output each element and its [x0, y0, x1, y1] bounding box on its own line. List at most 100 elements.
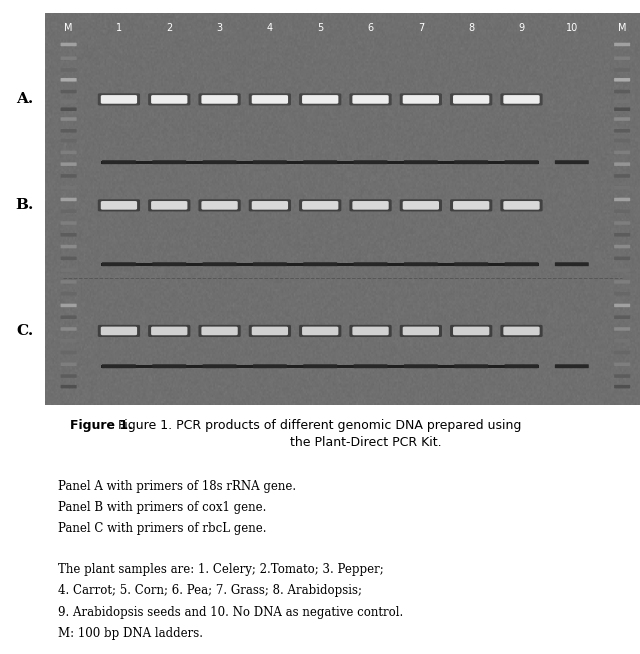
FancyBboxPatch shape — [249, 325, 291, 337]
Text: M: M — [65, 23, 73, 33]
FancyBboxPatch shape — [61, 292, 77, 296]
FancyBboxPatch shape — [302, 95, 339, 104]
Text: Panel C with primers of rbcL gene.: Panel C with primers of rbcL gene. — [58, 523, 266, 535]
FancyBboxPatch shape — [614, 99, 630, 103]
Text: 1: 1 — [116, 23, 122, 33]
Bar — [101, 161, 540, 164]
FancyBboxPatch shape — [100, 95, 137, 104]
FancyBboxPatch shape — [253, 262, 287, 266]
FancyBboxPatch shape — [61, 256, 77, 260]
FancyBboxPatch shape — [614, 117, 630, 121]
FancyBboxPatch shape — [614, 174, 630, 178]
FancyBboxPatch shape — [61, 268, 77, 272]
FancyBboxPatch shape — [453, 201, 490, 210]
FancyBboxPatch shape — [302, 326, 339, 336]
FancyBboxPatch shape — [61, 99, 77, 103]
FancyBboxPatch shape — [61, 303, 77, 307]
FancyBboxPatch shape — [61, 129, 77, 133]
FancyBboxPatch shape — [252, 326, 288, 336]
FancyBboxPatch shape — [61, 339, 77, 343]
FancyBboxPatch shape — [151, 326, 188, 336]
FancyBboxPatch shape — [503, 95, 540, 104]
FancyBboxPatch shape — [450, 94, 492, 105]
FancyBboxPatch shape — [61, 43, 77, 46]
FancyBboxPatch shape — [100, 201, 137, 210]
FancyBboxPatch shape — [400, 94, 442, 105]
Text: 7: 7 — [418, 23, 424, 33]
FancyBboxPatch shape — [198, 94, 241, 105]
FancyBboxPatch shape — [61, 68, 77, 72]
FancyBboxPatch shape — [450, 199, 492, 211]
FancyBboxPatch shape — [403, 201, 439, 210]
FancyBboxPatch shape — [454, 364, 488, 368]
Text: 5: 5 — [317, 23, 323, 33]
FancyBboxPatch shape — [299, 94, 341, 105]
FancyBboxPatch shape — [61, 315, 77, 319]
FancyBboxPatch shape — [102, 364, 136, 368]
FancyBboxPatch shape — [61, 245, 77, 249]
FancyBboxPatch shape — [404, 262, 438, 266]
FancyBboxPatch shape — [253, 364, 287, 368]
FancyBboxPatch shape — [614, 315, 630, 319]
FancyBboxPatch shape — [61, 209, 77, 213]
FancyBboxPatch shape — [614, 327, 630, 331]
FancyBboxPatch shape — [504, 262, 538, 266]
Text: Figure 1.: Figure 1. — [70, 419, 132, 432]
FancyBboxPatch shape — [353, 326, 388, 336]
FancyBboxPatch shape — [61, 198, 77, 201]
FancyBboxPatch shape — [353, 364, 387, 368]
FancyBboxPatch shape — [614, 78, 630, 82]
FancyBboxPatch shape — [61, 233, 77, 237]
Text: 3: 3 — [216, 23, 223, 33]
FancyBboxPatch shape — [614, 162, 630, 166]
FancyBboxPatch shape — [500, 325, 543, 337]
FancyBboxPatch shape — [500, 94, 543, 105]
FancyBboxPatch shape — [148, 199, 190, 211]
FancyBboxPatch shape — [98, 94, 140, 105]
Text: A.: A. — [16, 92, 33, 107]
FancyBboxPatch shape — [249, 94, 291, 105]
FancyBboxPatch shape — [404, 160, 438, 164]
FancyBboxPatch shape — [614, 292, 630, 296]
FancyBboxPatch shape — [61, 327, 77, 331]
FancyBboxPatch shape — [61, 117, 77, 121]
FancyBboxPatch shape — [303, 364, 337, 368]
FancyBboxPatch shape — [614, 68, 630, 72]
Text: 9. Arabidopsis seeds and 10. No DNA as negative control.: 9. Arabidopsis seeds and 10. No DNA as n… — [58, 606, 403, 619]
FancyBboxPatch shape — [500, 199, 543, 211]
FancyBboxPatch shape — [252, 201, 288, 210]
FancyBboxPatch shape — [555, 160, 589, 164]
FancyBboxPatch shape — [61, 90, 77, 94]
FancyBboxPatch shape — [614, 186, 630, 190]
FancyBboxPatch shape — [98, 199, 140, 211]
FancyBboxPatch shape — [555, 262, 589, 266]
Text: 2: 2 — [166, 23, 172, 33]
Text: Panel A with primers of 18s rRNA gene.: Panel A with primers of 18s rRNA gene. — [58, 480, 296, 493]
Text: 4: 4 — [267, 23, 273, 33]
FancyBboxPatch shape — [503, 326, 540, 336]
FancyBboxPatch shape — [404, 364, 438, 368]
FancyBboxPatch shape — [61, 351, 77, 354]
FancyBboxPatch shape — [349, 325, 392, 337]
FancyBboxPatch shape — [102, 262, 136, 266]
FancyBboxPatch shape — [61, 174, 77, 178]
FancyBboxPatch shape — [349, 94, 392, 105]
Text: 6: 6 — [367, 23, 374, 33]
FancyBboxPatch shape — [303, 262, 337, 266]
FancyBboxPatch shape — [203, 160, 237, 164]
FancyBboxPatch shape — [614, 139, 630, 143]
FancyBboxPatch shape — [614, 280, 630, 284]
FancyBboxPatch shape — [614, 303, 630, 307]
FancyBboxPatch shape — [100, 326, 137, 336]
Text: Panel B with primers of cox1 gene.: Panel B with primers of cox1 gene. — [58, 501, 266, 514]
FancyBboxPatch shape — [198, 199, 241, 211]
FancyBboxPatch shape — [614, 374, 630, 378]
FancyBboxPatch shape — [61, 162, 77, 166]
FancyBboxPatch shape — [148, 325, 190, 337]
Text: 9: 9 — [518, 23, 525, 33]
FancyBboxPatch shape — [349, 199, 392, 211]
FancyBboxPatch shape — [61, 385, 77, 388]
FancyBboxPatch shape — [302, 201, 339, 210]
FancyBboxPatch shape — [152, 262, 186, 266]
FancyBboxPatch shape — [152, 160, 186, 164]
